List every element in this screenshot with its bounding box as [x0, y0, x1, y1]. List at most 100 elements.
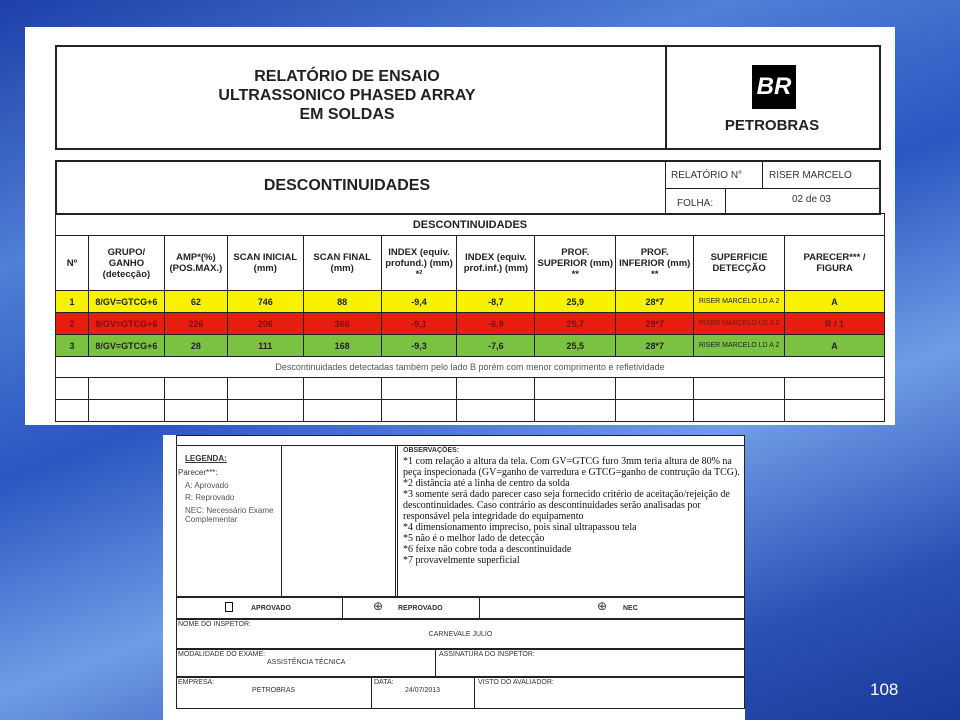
table-row: 1 8/GV=GTCG+6 62 746 88 -9,4 -8,7 25,9 28*7 RISER… [55, 290, 885, 313]
table-row: 2 8/GV=GTCG+6 226 206 366 -9,1 -6,9 25,7 28*7 RIS… [55, 312, 885, 335]
cell: -8,7 [456, 290, 536, 313]
col-header: INDEX (equiv. profund.) (mm) *² [380, 235, 458, 291]
cell: 366 [302, 312, 382, 335]
relatorio-label: RELATÓRIO N° [671, 170, 743, 181]
folha-label: FOLHA: [677, 198, 714, 209]
cell: 111 [226, 334, 304, 357]
obs-item: *4 dimensionamento impreciso, pois sinal… [403, 522, 637, 533]
obs-item: *1 com relação a altura da tela. Com GV=… [403, 456, 740, 478]
nec-label: NEC [623, 605, 638, 612]
cell: RISER MARCELO LD A 2 [693, 312, 786, 335]
table-title: DESCONTINUIDADES [55, 213, 885, 236]
cell: 28 [163, 334, 228, 357]
modalidade-label: MODALIDADE DO EXAME: [178, 651, 266, 658]
cell: 88 [302, 290, 382, 313]
cell: 8/GV=GTCG+6 [87, 334, 165, 357]
cell: -7,6 [456, 334, 536, 357]
title-line: ULTRASSONICO PHASED ARRAY [218, 87, 476, 104]
col-header: Nº [55, 235, 89, 291]
legend-title: LEGENDA: [185, 454, 227, 463]
legend-parecer: Parecer***: [178, 468, 218, 477]
cell: -9,1 [380, 312, 458, 335]
legend-item: R: Reprovado [185, 493, 235, 502]
cell: R / 1 [784, 312, 885, 335]
obs-item: *6 feixe não cobre toda a descontinuidad… [403, 544, 572, 555]
cell: 8/GV=GTCG+6 [87, 312, 165, 335]
modalidade-value: ASSISTÊNCIA TÉCNICA [267, 659, 346, 666]
modalidade-row: MODALIDADE DO EXAME: ASSISTÊNCIA TÉCNICA… [176, 649, 745, 677]
title-line: RELATÓRIO DE ENSAIO [254, 68, 440, 85]
logo-text: PETROBRAS [724, 117, 820, 134]
legend-item: NEC: Necessário Exame Complementar [185, 506, 274, 524]
obs-item: *5 não é o melhor lado de detecção [403, 533, 545, 544]
col-header: PROF. SUPERIOR (mm) ** [534, 235, 617, 291]
inspetor-row: NOME DO INSPETOR: CARNEVALE JULIO [176, 619, 745, 649]
title-line: EM SOLDAS [299, 106, 395, 123]
cell: 8/GV=GTCG+6 [87, 290, 165, 313]
nec-radio-icon[interactable]: ⊕ [597, 599, 608, 613]
slide-page-number: 108 [870, 680, 899, 699]
empresa-value: PETROBRAS [252, 687, 296, 694]
col-header: SCAN INICIAL (mm) [226, 235, 304, 291]
report-title: RELATÓRIO DE ENSAIO ULTRASSONICO PHASED … [177, 67, 517, 124]
cell: 28*7 [615, 290, 695, 313]
empresa-label: EMPRESA: [178, 679, 215, 686]
cell: 226 [163, 312, 228, 335]
reprovado-label: REPROVADO [398, 605, 443, 612]
folha-value: 02 de 03 [792, 194, 831, 205]
col-header: GRUPO/ GANHO (detecção) [87, 235, 165, 291]
aprovado-checkbox[interactable] [225, 602, 233, 612]
col-header: PARECER*** / FIGURA [784, 235, 885, 291]
table-row: 3 8/GV=GTCG+6 28 111 168 -9,3 -7,6 25,5 28*7 RISE… [55, 334, 885, 357]
cell: A [784, 334, 885, 357]
cell: 25,9 [534, 290, 617, 313]
visto-label: VISTO DO AVALIADOR: [478, 679, 554, 686]
header-box: RELATÓRIO DE ENSAIO ULTRASSONICO PHASED … [55, 45, 881, 150]
obs-item: *7 provavelmente superficial [403, 555, 520, 566]
petrobras-logo: BR [752, 65, 796, 109]
col-header: AMP*(%) (POS.MAX.) [163, 235, 228, 291]
cell: 206 [226, 312, 304, 335]
cell: 746 [226, 290, 304, 313]
inspetor-name: CARNEVALE JULIO [428, 631, 493, 638]
table-header: Nº GRUPO/ GANHO (detecção) AMP*(%) (POS.… [55, 235, 885, 291]
cell: A [784, 290, 885, 313]
section-title: DESCONTINUIDADES [263, 177, 431, 194]
cell: -9,4 [380, 290, 458, 313]
obs-list: *1 com relação a altura da tela. Com GV=… [403, 456, 741, 566]
cell: 28*7 [615, 312, 695, 335]
legend-obs-box: LEGENDA: Parecer***: A: Aprovado R: Repr… [176, 435, 745, 597]
cell: -6,9 [456, 312, 536, 335]
result-row: APROVADO ⊕ REPROVADO ⊕ NEC [176, 597, 745, 619]
aprovado-label: APROVADO [251, 605, 291, 612]
assinatura-label: ASSINATURA DO INSPETOR: [439, 651, 535, 658]
cell: 25,5 [534, 334, 617, 357]
obs-item: *2 distância até a linha de centro da so… [403, 478, 570, 489]
col-header: SUPERFICIE DETECÇÃO [693, 235, 786, 291]
empresa-row: EMPRESA: PETROBRAS DATA: 24/07/2013 VIST… [176, 677, 745, 709]
inspetor-label: NOME DO INSPETOR: [178, 621, 251, 628]
cell: 28*7 [615, 334, 695, 357]
cell: 3 [55, 334, 89, 357]
cell: 62 [163, 290, 228, 313]
cell: 1 [55, 290, 89, 313]
reprovado-radio-icon[interactable]: ⊕ [373, 599, 384, 613]
col-header: PROF. INFERIOR (mm) ** [615, 235, 695, 291]
discontinuities-table: DESCONTINUIDADES Nº GRUPO/ GANHO (detecç… [55, 213, 885, 422]
cell: 25,7 [534, 312, 617, 335]
col-header: SCAN FINAL (mm) [302, 235, 382, 291]
cell: -9,3 [380, 334, 458, 357]
obs-title: OBSERVAÇÕES: [403, 447, 460, 454]
table-note: Descontinuidades detectadas também pelo … [55, 356, 885, 378]
cell: 168 [302, 334, 382, 357]
cell: RISER MARCELO LD A 2 [693, 334, 786, 357]
cell: RISER MARCELO LD A 2 [693, 290, 786, 313]
section-box: DESCONTINUIDADES RELATÓRIO N° RISER MARC… [55, 160, 881, 215]
report-page-top: RELATÓRIO DE ENSAIO ULTRASSONICO PHASED … [25, 27, 895, 425]
data-label: DATA: [374, 679, 394, 686]
cell: 2 [55, 312, 89, 335]
col-header: INDEX (equiv. prof.inf.) (mm) [456, 235, 536, 291]
data-value: 24/07/2013 [405, 687, 441, 694]
relatorio-value: RISER MARCELO [769, 170, 852, 181]
legend-item: A: Aprovado [185, 481, 229, 490]
